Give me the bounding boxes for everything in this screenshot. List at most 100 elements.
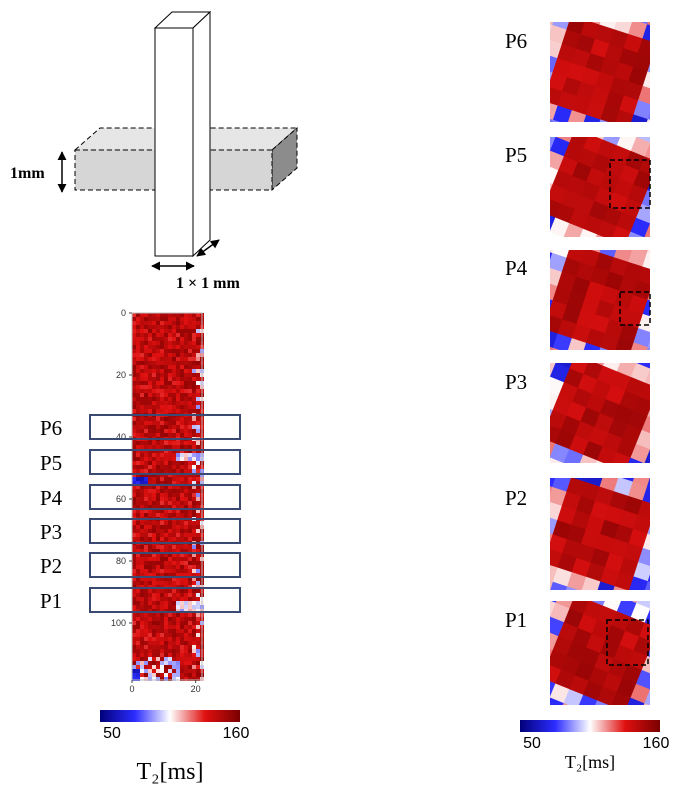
heatmap-cell (164, 481, 168, 485)
heatmap-cell (136, 485, 140, 489)
heatmap-cell (168, 481, 172, 485)
heatmap-cell (168, 645, 172, 649)
heatmap-cell (160, 373, 164, 377)
heatmap-cell (152, 561, 156, 565)
heatmap-cell (172, 665, 176, 669)
heatmap-cell (152, 349, 156, 353)
heatmap-cell (132, 661, 136, 665)
heatmap-cell (628, 295, 648, 315)
heatmap-cell (569, 209, 590, 230)
heatmap-cell (148, 321, 152, 325)
heatmap-cell (184, 393, 188, 397)
x-tick-label: 20 (191, 684, 201, 694)
heatmap-cell (550, 314, 563, 335)
heatmap-cell (136, 673, 140, 677)
heatmap-cell (148, 633, 152, 637)
heatmap-cell (132, 537, 136, 541)
heatmap-cell (176, 613, 180, 617)
heatmap-cell (184, 441, 188, 445)
heatmap-cell (616, 363, 637, 378)
heatmap-cell (148, 613, 152, 617)
heatmap-cell (148, 665, 152, 669)
heatmap-cell (184, 337, 188, 341)
heatmap-cell (590, 38, 610, 59)
heatmap-cell (180, 601, 184, 605)
heatmap-cell (176, 433, 180, 437)
heatmap-cell (144, 345, 148, 349)
heatmap-cell (140, 633, 144, 637)
heatmap-cell (168, 401, 172, 405)
slice-label: P5 (40, 451, 62, 475)
heatmap-cell (180, 337, 184, 341)
heatmap-cell (168, 457, 172, 461)
heatmap-cell (160, 497, 164, 501)
heatmap-cell (140, 405, 144, 409)
heatmap-cell (180, 533, 184, 537)
heatmap-cell (152, 333, 156, 337)
heatmap-cell (599, 22, 620, 30)
heatmap-cell (557, 271, 577, 292)
heatmap-cell (144, 537, 148, 541)
heatmap-cell (144, 329, 148, 333)
heatmap-cell (658, 614, 675, 634)
heatmap-cell (156, 385, 160, 389)
heatmap-cell (580, 529, 601, 549)
heatmap-cell (192, 377, 196, 381)
heatmap-cell (140, 353, 144, 357)
heatmap-cell (630, 363, 650, 384)
heatmap-cell (160, 393, 164, 397)
heatmap-cell (188, 389, 192, 393)
heatmap-cell (144, 673, 148, 677)
heatmap-cell (550, 410, 568, 431)
heatmap-cell (144, 425, 148, 429)
heatmap-cell (136, 445, 140, 449)
heatmap-cell (588, 200, 609, 222)
heatmap-cell (132, 433, 136, 437)
heatmap-cell (132, 421, 136, 425)
heatmap-cell (160, 465, 164, 469)
heatmap-cell (152, 513, 156, 517)
heatmap-cell (156, 409, 160, 413)
heatmap-cell (140, 597, 144, 601)
heatmap-cell (502, 681, 522, 701)
heatmap-cell (591, 153, 612, 174)
heatmap-cell (140, 485, 144, 489)
heatmap-cell (580, 67, 601, 87)
heatmap-cell (550, 697, 565, 705)
heatmap-cell (132, 529, 136, 533)
heatmap-cell (192, 337, 196, 341)
heatmap-cell (144, 465, 148, 469)
heatmap-cell (196, 617, 200, 621)
heatmap-cell (164, 397, 168, 401)
heatmap-cell (594, 187, 615, 208)
heatmap-cell (152, 641, 156, 645)
heatmap-cell (164, 365, 168, 369)
heatmap-cell (180, 493, 184, 497)
heatmap-cell (144, 469, 148, 473)
heatmap-cell (176, 469, 180, 473)
heatmap-cell (148, 501, 152, 505)
heatmap-cell (604, 505, 625, 525)
heatmap-cell (156, 557, 160, 561)
heatmap-cell (132, 577, 136, 581)
heatmap-cell (156, 365, 160, 369)
heatmap-cell (176, 321, 180, 325)
slice-map-label: P5 (505, 143, 527, 167)
heatmap-cell (192, 365, 196, 369)
heatmap-cell (164, 377, 168, 381)
heatmap-cell (667, 168, 675, 188)
heatmap-cell (160, 485, 164, 489)
heatmap-cell (524, 558, 544, 578)
heatmap-cell (550, 281, 558, 301)
heatmap-cell (188, 533, 192, 537)
heatmap-cell (180, 369, 184, 373)
heatmap-cell (152, 337, 156, 341)
heatmap-cell (152, 549, 156, 553)
heatmap-cell (180, 657, 184, 661)
heatmap-cell (176, 393, 180, 397)
heatmap-cell (192, 665, 196, 669)
heatmap-cell (641, 655, 650, 677)
heatmap-cell (188, 653, 192, 657)
heatmap-cell (148, 337, 152, 341)
heatmap-cell (196, 625, 200, 629)
